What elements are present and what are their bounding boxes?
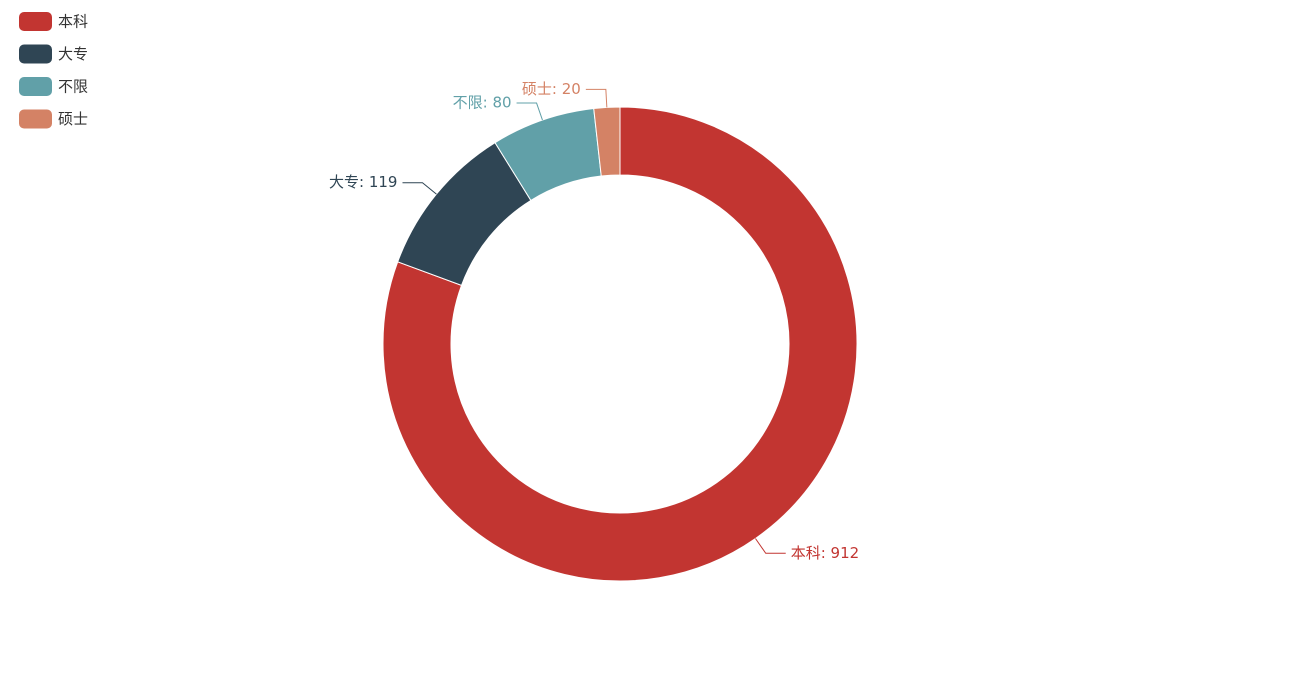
- leader-line: [755, 538, 786, 554]
- legend-swatch: [19, 77, 52, 96]
- pie-slice: [382, 106, 858, 582]
- slice-label: 硕士: 20: [522, 80, 581, 98]
- legend-label: 大专: [58, 45, 88, 63]
- legend-label: 不限: [58, 78, 88, 96]
- slice-label: 本科: 912: [791, 544, 859, 562]
- legend-label: 硕士: [58, 110, 88, 128]
- legend-label: 本科: [58, 13, 88, 31]
- legend-swatch: [19, 12, 52, 31]
- leader-line: [402, 182, 437, 195]
- leader-line: [585, 88, 608, 108]
- legend-swatch: [19, 44, 52, 64]
- legend-swatch: [19, 109, 52, 129]
- slice-label: 不限: 80: [453, 94, 512, 112]
- leader-line: [516, 102, 543, 121]
- pie-slice: [593, 106, 621, 177]
- slice-label: 大专: 119: [329, 173, 397, 191]
